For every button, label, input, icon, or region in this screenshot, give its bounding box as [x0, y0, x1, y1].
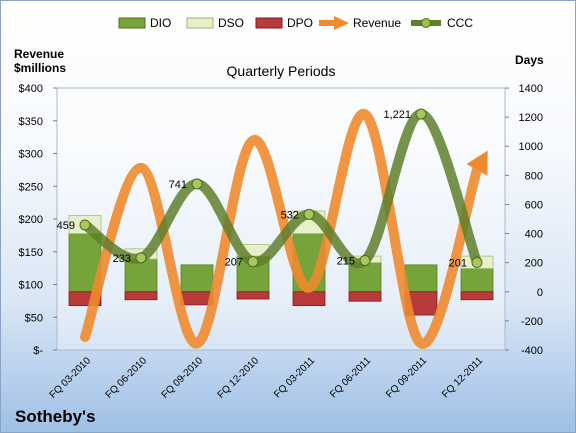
right-tick-label: 800 [525, 170, 543, 182]
legend-revenue-arrow-icon [334, 16, 349, 30]
x-tick-label: FQ 03-2010 [48, 355, 94, 401]
right-tick-label: 1000 [519, 141, 543, 153]
right-tick-label: -400 [521, 345, 543, 357]
ccc-data-label: 741 [169, 179, 187, 191]
right-tick-label: 0 [537, 287, 543, 299]
right-tick-label: -200 [521, 316, 543, 328]
left-tick-label: $250 [19, 181, 43, 193]
ccc-data-label: 459 [57, 220, 75, 232]
left-tick-label: $100 [19, 280, 43, 292]
left-tick-label: $- [33, 345, 43, 357]
left-tick-label: $300 [19, 149, 43, 161]
chart-title: Quarterly Periods [227, 63, 336, 79]
legend-dpo-label: DPO [287, 16, 313, 30]
ccc-data-label: 1,221 [383, 109, 411, 121]
left-tick-label: $350 [19, 116, 43, 128]
ccc-point [191, 178, 203, 190]
ccc-data-label: 207 [225, 257, 243, 269]
x-tick-label: FQ 09-2010 [160, 355, 206, 401]
x-tick-label: FQ 03-2011 [272, 355, 317, 400]
legend-ccc-marker [421, 18, 431, 28]
ccc-data-label: 532 [281, 209, 299, 221]
legend-dso-label: DSO [218, 16, 244, 30]
left-axis-title-line1: Revenue [14, 47, 64, 61]
ccc-point [135, 252, 147, 264]
right-tick-label: 1200 [519, 112, 543, 124]
legend-dso-swatch [186, 17, 214, 29]
company-name: Sotheby's [15, 407, 96, 426]
x-tick-label: FQ 06-2011 [328, 355, 373, 400]
x-tick-label: FQ 06-2010 [104, 355, 150, 401]
x-tick-label: FQ 12-2010 [216, 355, 262, 401]
revenue-arrow-icon [466, 150, 488, 176]
bar-dpo [292, 291, 326, 307]
bar-dpo [460, 291, 494, 301]
left-tick-label: $400 [19, 83, 43, 95]
x-tick-label: FQ 09-2011 [384, 355, 429, 400]
bar-dio [404, 264, 438, 293]
left-tick-label: $50 [25, 312, 43, 324]
x-tick-label: FQ 12-2011 [440, 355, 485, 400]
left-tick-label: $200 [19, 214, 43, 226]
ccc-point [415, 108, 427, 120]
ccc-point [471, 257, 483, 269]
legend-dio-swatch [118, 17, 146, 29]
bar-dio [180, 264, 214, 293]
ccc-point [247, 256, 259, 268]
legend-dio-label: DIO [150, 16, 171, 30]
bars-layer [68, 210, 494, 316]
ccc-data-label: 233 [113, 253, 131, 265]
left-axis-title-line2: $millions [14, 61, 66, 75]
revenue-line [80, 109, 482, 349]
bar-dpo [348, 291, 382, 302]
bar-dio [460, 268, 494, 293]
lines-layer: 459 233 741 207 532 215 1,221 201 [57, 108, 488, 349]
legend-dpo-swatch [255, 17, 283, 29]
right-tick-label: 1400 [519, 83, 543, 95]
legend: DIO DSO DPO Revenue CCC [118, 16, 473, 30]
legend-ccc-label: CCC [447, 16, 473, 30]
ccc-point [303, 208, 315, 220]
legend-revenue-label: Revenue [353, 16, 401, 30]
left-tick-label: $150 [19, 247, 43, 259]
ccc-data-label: 201 [449, 258, 467, 270]
bar-dpo [124, 291, 158, 301]
ccc-point [79, 219, 91, 231]
right-axis-title: Days [515, 53, 544, 67]
ccc-data-label: 215 [337, 255, 355, 267]
ccc-point [359, 254, 371, 266]
bar-dio [124, 258, 158, 293]
right-tick-label: 200 [525, 258, 543, 270]
right-tick-label: 600 [525, 199, 543, 211]
right-tick-label: 400 [525, 229, 543, 241]
bar-dpo [236, 291, 270, 300]
